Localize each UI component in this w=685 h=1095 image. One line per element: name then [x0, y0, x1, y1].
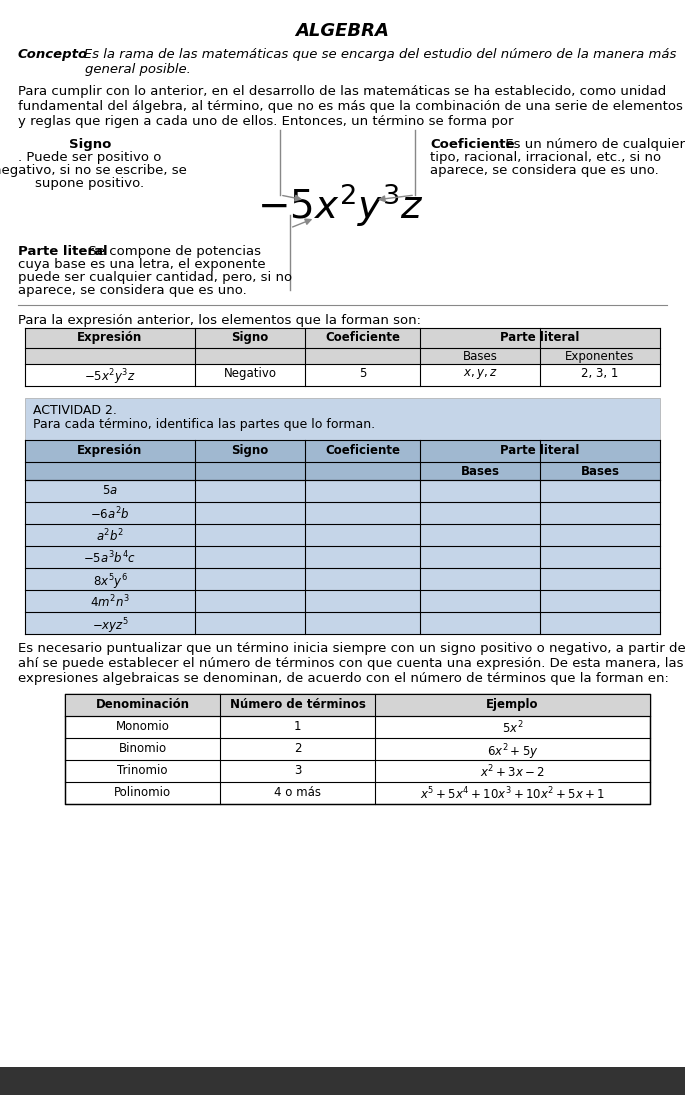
Bar	[0, 1067, 685, 1095]
Text: Para la expresión anterior, los elementos que la forman son:: Para la expresión anterior, los elemento…	[18, 314, 421, 327]
Bar	[25, 397, 660, 440]
Bar	[25, 462, 660, 480]
Text: Negativo: Negativo	[223, 367, 277, 380]
Text: $x, y, z$: $x, y, z$	[462, 367, 497, 381]
Bar	[25, 348, 660, 364]
Text: $6x^2 + 5y$: $6x^2 + 5y$	[487, 742, 538, 762]
Bar	[65, 694, 650, 716]
Text: $-5x^2y^3z$: $-5x^2y^3z$	[257, 181, 423, 229]
Bar	[65, 694, 650, 804]
Text: ahí se puede establecer el número de términos con que cuenta una expresión. De e: ahí se puede establecer el número de tér…	[18, 657, 684, 670]
Text: Para cada término, identifica las partes que lo forman.: Para cada término, identifica las partes…	[33, 418, 375, 431]
Text: $-6a^2b$: $-6a^2b$	[90, 506, 129, 522]
Text: $x^5 + 5x^4 + 10x^3 + 10x^2 + 5x + 1$: $x^5 + 5x^4 + 10x^3 + 10x^2 + 5x + 1$	[420, 786, 605, 803]
Text: Parte literal: Parte literal	[500, 443, 580, 457]
Text: Expresión: Expresión	[77, 443, 142, 457]
Text: $a^2b^2$: $a^2b^2$	[96, 528, 124, 544]
Text: aparece, se considera que es uno.: aparece, se considera que es uno.	[430, 164, 659, 177]
Bar	[25, 328, 660, 387]
Bar	[25, 328, 660, 348]
Text: Binomio: Binomio	[119, 742, 166, 754]
Bar	[25, 440, 660, 634]
Text: puede ser cualquier cantidad, pero, si no: puede ser cualquier cantidad, pero, si n…	[18, 270, 292, 284]
Text: $-5x^2y^3z$: $-5x^2y^3z$	[84, 367, 136, 387]
Text: . Puede ser positivo o: . Puede ser positivo o	[18, 151, 162, 164]
Text: expresiones algebraicas se denominan, de acuerdo con el número de términos que l: expresiones algebraicas se denominan, de…	[18, 672, 669, 685]
Text: $8x^5y^6$: $8x^5y^6$	[92, 572, 127, 591]
Text: aparece, se considera que es uno.: aparece, se considera que es uno.	[18, 284, 247, 297]
Text: Es necesario puntualizar que un término inicia siempre con un signo positivo o n: Es necesario puntualizar que un término …	[18, 642, 685, 655]
Text: Signo: Signo	[232, 443, 269, 457]
Text: Trinomio: Trinomio	[117, 764, 168, 777]
Text: general posible.: general posible.	[85, 64, 191, 76]
Text: ACTIVIDAD 2.: ACTIVIDAD 2.	[33, 404, 117, 417]
Text: 1: 1	[294, 721, 301, 733]
Text: Bases: Bases	[580, 465, 619, 479]
Text: 4 o más: 4 o más	[274, 786, 321, 799]
Text: y reglas que rigen a cada uno de ellos. Entonces, un término se forma por: y reglas que rigen a cada uno de ellos. …	[18, 115, 514, 128]
Text: $x^2 + 3x - 2$: $x^2 + 3x - 2$	[480, 764, 545, 781]
Text: Polinomio: Polinomio	[114, 786, 171, 799]
Text: Monomio: Monomio	[116, 721, 169, 733]
Text: $5a$: $5a$	[102, 484, 118, 497]
Text: $-xyz^5$: $-xyz^5$	[92, 616, 129, 635]
Bar	[25, 440, 660, 462]
Text: cuya base es una letra, el exponente: cuya base es una letra, el exponente	[18, 258, 266, 270]
Text: Para cumplir con lo anterior, en el desarrollo de las matemáticas se ha establec: Para cumplir con lo anterior, en el desa…	[18, 85, 667, 97]
Text: Número de términos: Número de términos	[229, 698, 365, 711]
Text: Expresión: Expresión	[77, 331, 142, 344]
Text: Ejemplo: Ejemplo	[486, 698, 538, 711]
Text: tipo, racional, irracional, etc., si no: tipo, racional, irracional, etc., si no	[430, 151, 661, 164]
Text: Bases: Bases	[462, 350, 497, 364]
Text: Signo: Signo	[68, 138, 111, 151]
Text: Concepto: Concepto	[18, 48, 88, 61]
Text: Parte literal: Parte literal	[500, 331, 580, 344]
Text: Parte literal: Parte literal	[18, 245, 108, 258]
Text: Coeficiente: Coeficiente	[325, 443, 400, 457]
Text: 3: 3	[294, 764, 301, 777]
Text: 2, 3, 1: 2, 3, 1	[582, 367, 619, 380]
Text: . Es un número de cualquier: . Es un número de cualquier	[497, 138, 685, 151]
Text: Bases: Bases	[460, 465, 499, 479]
Text: supone positivo.: supone positivo.	[36, 177, 145, 191]
Text: fundamental del álgebra, al término, que no es más que la combinación de una ser: fundamental del álgebra, al término, que…	[18, 100, 683, 113]
Text: Signo: Signo	[232, 331, 269, 344]
Text: 2: 2	[294, 742, 301, 754]
Text: : Es la rama de las matemáticas que se encarga del estudio del número de la mane: : Es la rama de las matemáticas que se e…	[75, 48, 676, 61]
Text: Coeficiente: Coeficiente	[325, 331, 400, 344]
Text: Denominación: Denominación	[95, 698, 190, 711]
Text: $5x^2$: $5x^2$	[502, 721, 523, 737]
Text: ALGEBRA: ALGEBRA	[295, 22, 389, 41]
Text: 5: 5	[359, 367, 366, 380]
Text: Coeficiente: Coeficiente	[430, 138, 514, 151]
Text: . Se compone de potencias: . Se compone de potencias	[80, 245, 261, 258]
Text: Exponentes: Exponentes	[565, 350, 635, 364]
Text: $4m^2n^3$: $4m^2n^3$	[90, 593, 130, 611]
Text: $-5a^3b^4c$: $-5a^3b^4c$	[84, 550, 136, 566]
Text: negativo, si no se escribe, se: negativo, si no se escribe, se	[0, 164, 187, 177]
